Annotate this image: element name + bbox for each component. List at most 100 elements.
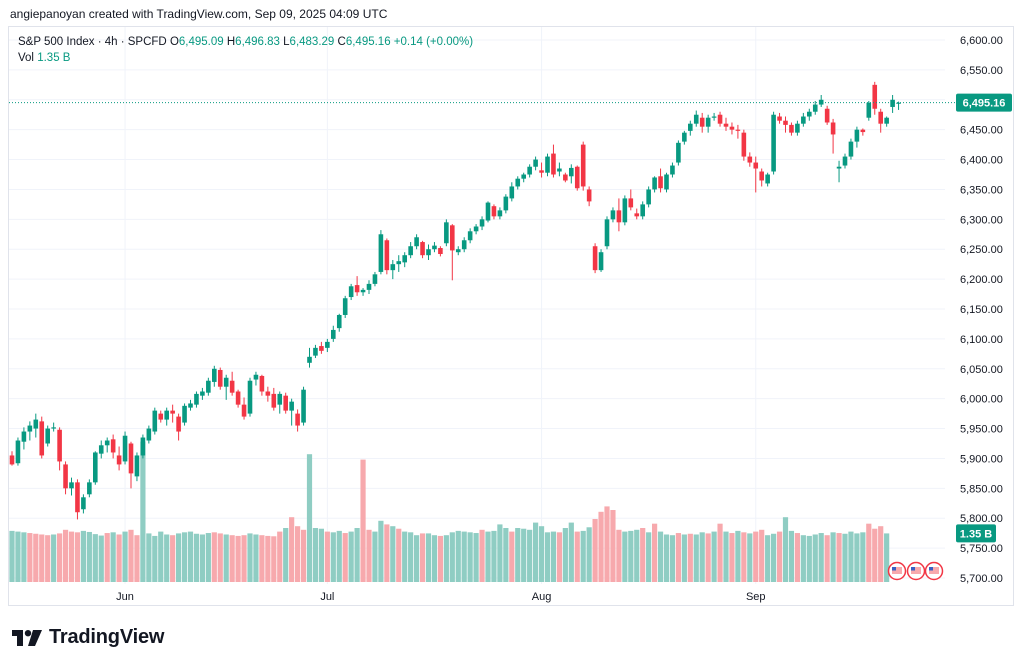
volume-bar — [437, 535, 443, 582]
candle-body — [271, 393, 277, 408]
candle-body — [741, 132, 747, 157]
candle-body — [277, 393, 283, 405]
volume-bar — [586, 527, 592, 582]
volume-bar — [711, 531, 717, 582]
symbol-label[interactable]: S&P 500 Index · 4h · SPCFD — [18, 36, 167, 48]
candle-body — [699, 117, 705, 127]
candle-body — [336, 314, 342, 329]
candle-body — [366, 283, 372, 290]
candle-body — [200, 391, 205, 396]
candle-body — [247, 380, 253, 414]
price-tick-label: 6,550.00 — [960, 65, 1003, 77]
candle-body — [450, 225, 455, 251]
price-tick-label: 6,250.00 — [960, 244, 1003, 256]
candle-body — [69, 482, 74, 489]
candle-body — [545, 156, 550, 173]
volume-bar — [848, 531, 854, 582]
volume-bar — [800, 535, 806, 582]
price-tick-label: 6,400.00 — [960, 155, 1003, 167]
candle-body — [146, 428, 152, 441]
volume-bar — [253, 534, 259, 582]
candle-body — [444, 222, 449, 244]
candle-body — [884, 117, 889, 124]
volume-bar — [51, 534, 57, 582]
time-tick-label: Jun — [116, 591, 134, 603]
volume-value: 1.35 B — [37, 52, 71, 64]
volume-bar — [425, 533, 432, 582]
volume-bar — [277, 531, 283, 582]
volume-bar — [693, 534, 699, 582]
volume-bar — [663, 534, 670, 582]
candle-body — [325, 341, 330, 348]
candle-body — [378, 234, 384, 272]
volume-bar — [646, 532, 652, 582]
candle-body — [217, 369, 223, 387]
volume-bar — [598, 511, 604, 582]
volume-bar — [681, 534, 687, 582]
volume-bar — [390, 526, 396, 582]
candle-body — [610, 210, 616, 220]
volume-tag — [956, 524, 996, 543]
candle-body — [98, 445, 104, 454]
volume-bar — [300, 529, 307, 582]
volume-bar — [170, 535, 176, 582]
volume-bar — [9, 530, 15, 582]
volume-bar — [128, 529, 134, 582]
volume-bar — [33, 533, 39, 582]
volume-bar — [628, 530, 634, 582]
candle-body — [176, 416, 181, 432]
candle-body — [777, 116, 782, 121]
volume-bar — [408, 532, 414, 582]
candle-body — [116, 455, 122, 465]
volume-bar — [378, 520, 384, 582]
legend-volume-row: Vol 1.35 B — [18, 50, 473, 66]
candle-body — [259, 375, 265, 392]
candle-body — [866, 102, 872, 118]
candle-body — [295, 413, 300, 426]
candle-body — [676, 142, 681, 163]
candle-body — [307, 356, 312, 363]
candle-body — [557, 168, 562, 172]
candle-body — [640, 204, 645, 217]
candle-body — [812, 104, 818, 112]
volume-bar — [360, 459, 366, 582]
candle-body — [830, 122, 836, 135]
candle-body — [860, 129, 866, 133]
chart-attribution: angiepanoyan created with TradingView.co… — [10, 7, 388, 21]
candle-body — [188, 403, 193, 408]
volume-bar — [699, 532, 705, 582]
volume-bar — [455, 530, 461, 582]
volume-label: Vol — [18, 52, 34, 64]
candle-body — [253, 374, 259, 380]
volume-bar — [187, 531, 194, 582]
volume-bar — [62, 529, 69, 582]
candle-body — [717, 114, 723, 124]
volume-bar — [473, 533, 479, 582]
last-price-tag — [956, 93, 1012, 112]
candle-body — [604, 219, 610, 247]
candle-body — [497, 210, 503, 217]
volume-bar — [449, 532, 455, 582]
candle-body — [836, 166, 842, 169]
candle-body — [473, 226, 479, 232]
candle-body — [848, 141, 854, 157]
volume-bar — [134, 535, 140, 582]
volume-bar — [866, 523, 872, 582]
candle-body — [81, 497, 86, 510]
volume-bar — [289, 517, 295, 582]
volume-bar — [330, 532, 336, 582]
candle-body — [467, 231, 473, 241]
volume-bar — [306, 454, 313, 582]
price-tick-label: 5,700.00 — [960, 573, 1003, 585]
price-tick-label: 5,850.00 — [960, 483, 1003, 495]
volume-bar — [295, 526, 301, 582]
candle-body — [390, 264, 396, 271]
volume-bar — [776, 531, 783, 582]
volume-bar — [396, 528, 402, 582]
price-tick-label: 6,000.00 — [960, 394, 1003, 406]
volume-bar — [527, 529, 533, 582]
candle-body — [402, 255, 407, 263]
volume-bar — [402, 531, 408, 582]
candle-body — [509, 186, 515, 199]
